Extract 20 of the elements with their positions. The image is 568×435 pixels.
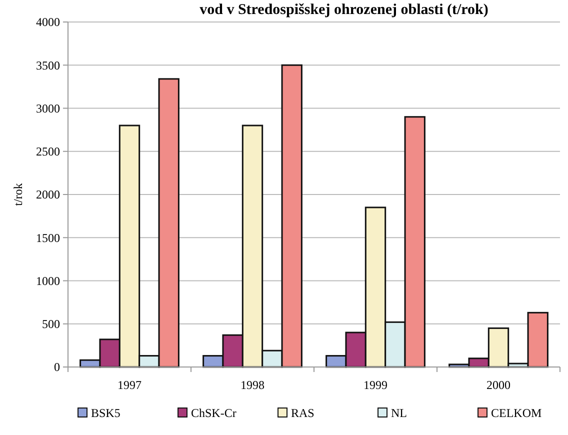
legend-label: NL bbox=[391, 406, 407, 420]
y-tick-label: 1000 bbox=[36, 274, 60, 288]
y-tick-label: 500 bbox=[42, 317, 60, 332]
y-tick-label: 0 bbox=[54, 360, 60, 374]
y-tick-label: 3500 bbox=[36, 58, 60, 72]
chart-title: vod v Stredospišskej ohrozenej oblasti (t/rok) bbox=[200, 2, 488, 18]
legend-label: RAS bbox=[291, 406, 314, 420]
y-tick-label: 2500 bbox=[36, 144, 60, 159]
x-tick-label: 1998 bbox=[240, 378, 264, 392]
legend-label: CELKOM bbox=[491, 406, 542, 420]
legend-label: BSK5 bbox=[91, 406, 120, 420]
x-tick-label: 1999 bbox=[364, 378, 388, 392]
y-tick-label: 2000 bbox=[36, 188, 60, 202]
x-tick-label: 1997 bbox=[118, 378, 142, 392]
y-axis-title: t/rok bbox=[11, 183, 25, 206]
legend-label: ChSK-Cr bbox=[191, 406, 236, 420]
y-tick-label: 4000 bbox=[36, 15, 60, 30]
x-tick-label: 2000 bbox=[486, 378, 510, 392]
y-tick-label: 1500 bbox=[36, 230, 60, 245]
y-tick-label: 3000 bbox=[36, 101, 60, 116]
